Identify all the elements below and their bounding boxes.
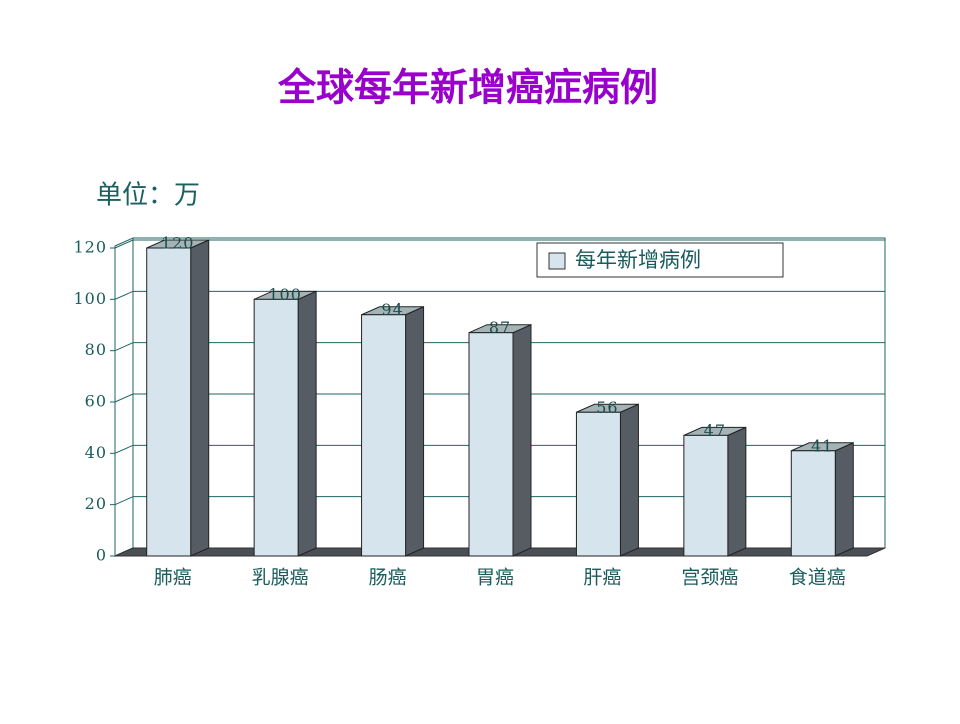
y-tick-label: 120 [73, 238, 107, 257]
legend-swatch [548, 252, 566, 270]
y-tick-label: 40 [85, 443, 107, 462]
x-tick-label: 胃癌 [476, 567, 514, 589]
bar-side [405, 305, 425, 557]
plot-side-wall [114, 237, 134, 557]
bar-side [727, 426, 747, 557]
bar [361, 314, 407, 557]
y-tick-label: 0 [96, 546, 107, 565]
grid-line [114, 290, 134, 300]
value-label: 41 [811, 436, 833, 455]
bar-side [619, 403, 639, 557]
y-tick-label: 80 [85, 340, 107, 359]
x-tick-label: 食道癌 [789, 567, 846, 589]
x-tick-label: 宫颈癌 [681, 567, 738, 589]
bar [253, 298, 299, 557]
grid-line [114, 239, 134, 249]
grid-line [114, 342, 134, 352]
value-label: 56 [596, 398, 618, 417]
bar [790, 450, 836, 557]
x-tick-label: 肝癌 [583, 567, 621, 589]
bar-side [512, 323, 532, 557]
grid-line [114, 393, 134, 403]
value-label: 47 [704, 421, 726, 440]
value-label: 120 [161, 234, 195, 253]
y-tick-label: 60 [85, 392, 107, 411]
y-tick-label: 100 [73, 289, 107, 308]
bar-side [190, 239, 210, 557]
legend-label: 每年新增病例 [575, 248, 701, 272]
grid-line [114, 444, 134, 454]
unit-label: 单位：万 [96, 181, 200, 211]
bar-side [834, 441, 854, 557]
x-tick-label: 乳腺癌 [252, 567, 309, 589]
legend-box [536, 242, 784, 278]
value-label: 87 [489, 318, 511, 337]
value-label: 94 [381, 300, 403, 319]
x-tick-label: 肺癌 [154, 567, 192, 589]
bar [468, 332, 514, 557]
bar [683, 434, 729, 557]
x-tick-label: 肠癌 [369, 567, 407, 589]
value-label: 100 [268, 285, 302, 304]
bar [575, 411, 621, 557]
grid-line [114, 496, 134, 506]
bar-side [297, 290, 317, 557]
bar [146, 247, 192, 557]
y-tick-label: 20 [85, 494, 107, 513]
chart-title: 全球每年新增癌症病例 [277, 66, 658, 110]
